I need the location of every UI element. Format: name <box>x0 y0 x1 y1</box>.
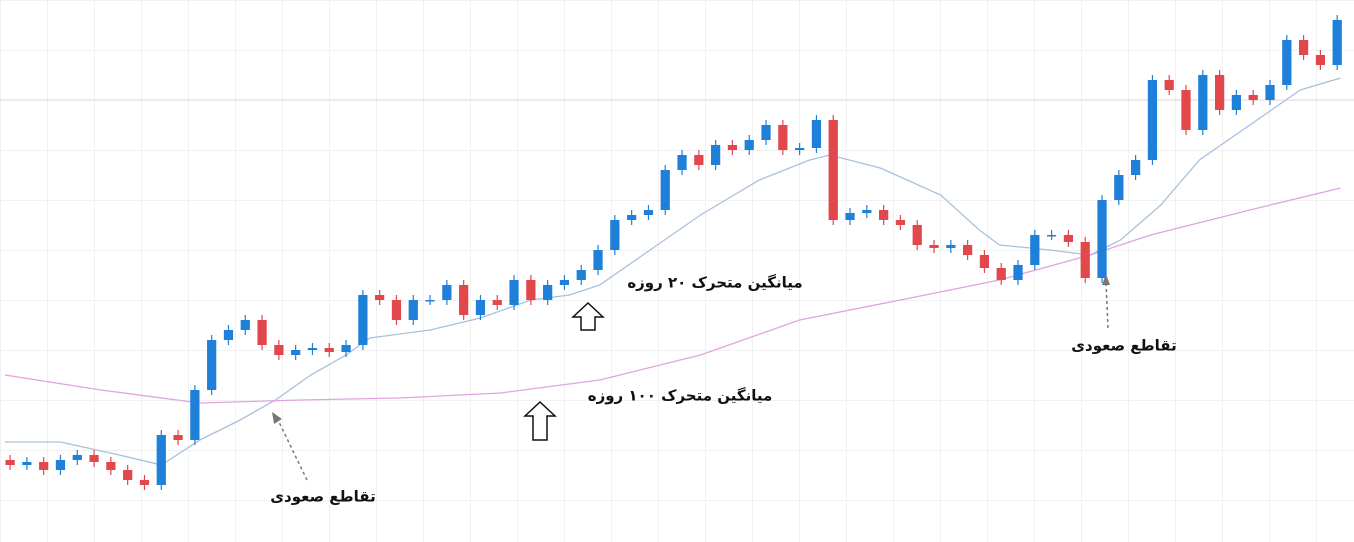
candle-body <box>1046 235 1057 237</box>
candle-body <box>677 155 687 170</box>
candle-body <box>895 220 906 225</box>
candle-body <box>811 120 822 148</box>
candle-body <box>912 225 922 245</box>
ma100-label: میانگین متحرک ۱۰۰ روزه <box>588 387 773 405</box>
candle-body <box>1265 85 1275 100</box>
candle-body <box>593 250 603 270</box>
candle-body <box>996 268 1006 280</box>
candle-body <box>795 148 805 150</box>
candle-body <box>1214 75 1225 110</box>
candle-body <box>375 295 385 300</box>
candle-body <box>358 295 368 345</box>
candle-body <box>929 245 939 248</box>
moving-average-line <box>4 187 1341 404</box>
candle-body <box>694 155 704 165</box>
candle-body <box>660 170 670 210</box>
dashed-pointer <box>277 419 308 481</box>
candle-body <box>1298 40 1309 55</box>
pointer-head <box>272 412 282 424</box>
candle-body <box>711 145 721 165</box>
candle-body <box>106 462 116 470</box>
moving-average-line <box>5 77 1341 466</box>
candle-body <box>291 350 301 355</box>
candle-body <box>240 320 250 330</box>
candle-body <box>5 460 15 465</box>
candle-body <box>1063 235 1074 242</box>
candle-body <box>1147 80 1158 160</box>
candle-body <box>744 140 754 150</box>
candle-body <box>307 348 318 350</box>
candle-body <box>190 390 200 440</box>
candle-body <box>778 125 788 150</box>
arrow-up <box>571 301 605 331</box>
candle-body <box>492 300 502 305</box>
candle-body <box>1164 80 1174 90</box>
candle-body <box>845 213 855 220</box>
candle-body <box>946 245 956 248</box>
candle-body <box>610 220 620 250</box>
candle-body <box>442 285 452 300</box>
pointer-head <box>1102 274 1110 285</box>
candle-body <box>1198 75 1208 130</box>
candle-body <box>862 210 872 213</box>
ma20-label: میانگین متحرک ۲۰ روزه <box>627 274 802 292</box>
candle-body <box>425 300 435 302</box>
candle-body <box>72 455 82 460</box>
candle-body <box>324 348 334 352</box>
candle-body <box>341 345 351 352</box>
candle-body <box>257 320 267 345</box>
candle-body <box>123 470 133 480</box>
candle-body <box>963 245 973 255</box>
candle-body <box>761 125 771 140</box>
candle-body <box>1114 175 1124 200</box>
candle-body <box>139 480 150 485</box>
candle-body <box>526 280 536 300</box>
cross-label: تقاطع صعودی <box>1071 337 1176 355</box>
candle-body <box>39 462 49 470</box>
moving-averages <box>4 77 1341 466</box>
candle-body <box>727 145 738 150</box>
candle-body <box>1130 160 1141 175</box>
candle-body <box>22 462 32 465</box>
candle-body <box>1332 20 1342 65</box>
candle-body <box>459 285 469 315</box>
dashed-pointer <box>1105 281 1109 329</box>
candle-body <box>1231 95 1242 110</box>
candle-body <box>89 455 99 462</box>
candle-body <box>55 460 66 470</box>
candle-body <box>559 280 570 285</box>
candle-body <box>879 210 889 220</box>
candle-body <box>979 255 990 268</box>
candle-body <box>475 300 486 315</box>
candle-body <box>1282 40 1292 85</box>
candle-body <box>1030 235 1040 265</box>
arrow-up <box>523 400 557 441</box>
candle-body <box>1315 55 1326 65</box>
candle-body <box>1013 265 1023 280</box>
candle-body <box>627 215 637 220</box>
candle-body <box>1080 242 1090 278</box>
cross-label: تقاطع صعودی <box>270 488 375 506</box>
candle-body <box>274 345 284 355</box>
candle-body <box>391 300 402 320</box>
candle-body <box>643 210 654 215</box>
candle-body <box>223 330 234 340</box>
candle-body <box>207 340 217 390</box>
candles <box>5 15 1342 490</box>
candle-body <box>576 270 586 280</box>
candle-body <box>1097 200 1107 278</box>
candle-body <box>543 285 553 300</box>
candle-body <box>173 435 183 440</box>
candle-body <box>1181 90 1191 130</box>
candle-body <box>1248 95 1258 100</box>
candle-body <box>828 120 838 220</box>
candle-body <box>408 300 418 320</box>
candle-body <box>156 435 166 485</box>
candle-body <box>509 280 519 305</box>
